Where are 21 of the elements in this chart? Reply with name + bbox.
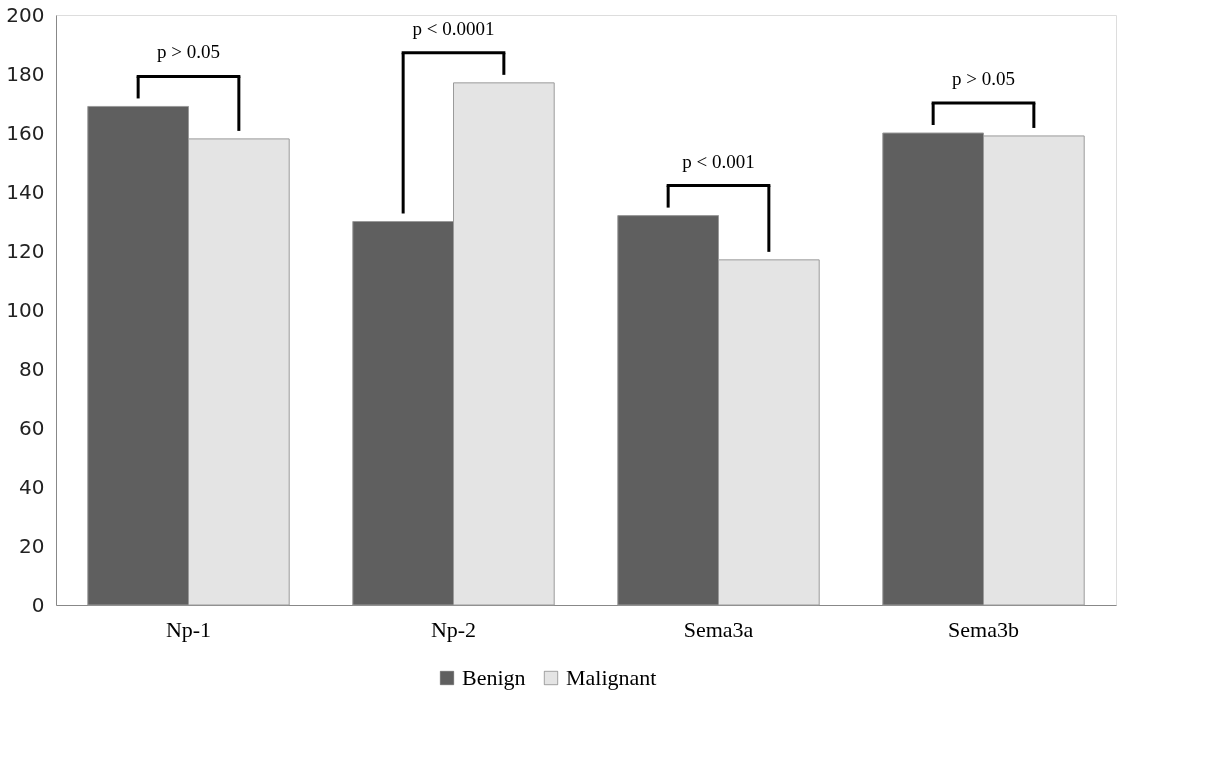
y-tick-label: 60	[19, 415, 45, 440]
x-tick-label: Np-2	[430, 616, 477, 642]
y-tick-label: 120	[6, 238, 45, 263]
y-tick-label: 80	[19, 356, 45, 381]
y-tick-label: 180	[6, 61, 45, 86]
y-tick-label: 100	[6, 297, 45, 322]
y-tick-label: 200	[6, 2, 45, 27]
x-tick-label: Sema3a	[683, 616, 754, 642]
y-tick-label: 0	[31, 592, 45, 617]
y-tick-label: 40	[19, 474, 45, 499]
legend-label: Malignant	[566, 665, 657, 690]
x-tick-label: Sema3b	[948, 616, 1019, 642]
y-tick-label: 140	[6, 179, 45, 204]
annotation: p < 0.0001	[412, 17, 495, 39]
annotation: p > 0.05	[952, 68, 1015, 89]
y-tick-label: 160	[6, 120, 45, 145]
x-tick-label: Np-1	[165, 616, 212, 642]
annotation: p > 0.05	[157, 41, 220, 63]
y-tick-label: 20	[19, 533, 45, 558]
legend-label: Benign	[462, 665, 526, 690]
annotation: p < 0.001	[682, 150, 755, 172]
